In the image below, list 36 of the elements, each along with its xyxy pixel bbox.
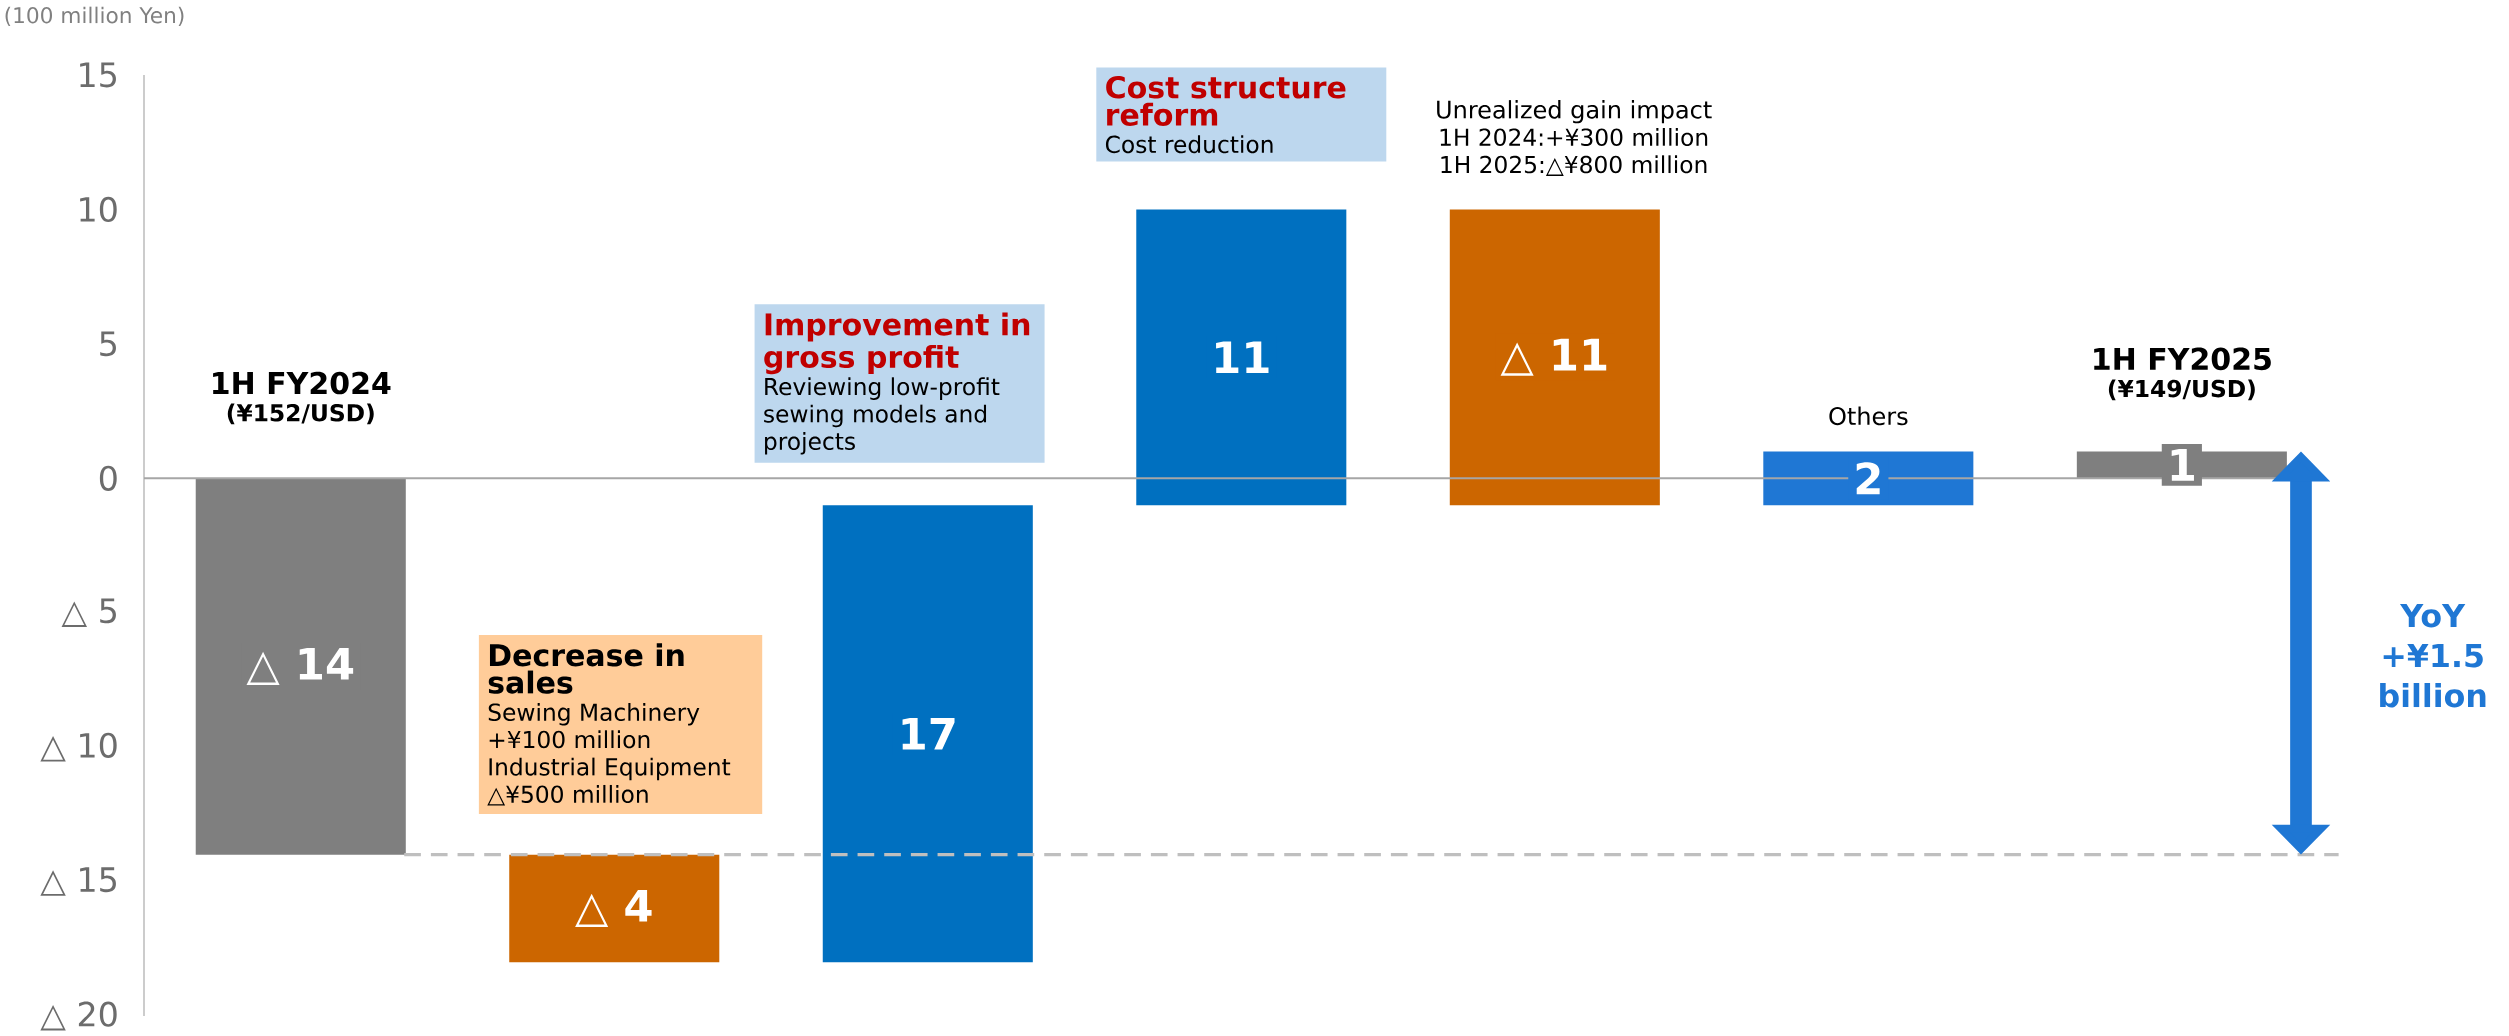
y-axis-title: (100 million Yen) [5, 6, 184, 26]
annotation: Sewing Machinery +¥100 million [488, 702, 700, 749]
y-tick-label: △ 10 [40, 732, 117, 762]
data-label: 17 [902, 717, 955, 750]
bar [822, 505, 1033, 963]
x-tick-label: 1H FY2024 [213, 371, 391, 395]
x-tick-label: Improvement in gross profit [764, 312, 1030, 375]
x-tick-label: Unrealized gain impact [1437, 100, 1712, 124]
x-tick-label: 1H FY2025 [2094, 347, 2271, 371]
y-tick-label: 15 [80, 62, 116, 88]
y-tick-label: 5 [100, 331, 116, 357]
bar [1136, 209, 1347, 506]
data-label: △ 14 [246, 648, 354, 685]
x-tick-label: Others [1829, 406, 1908, 426]
y-tick-label: △ 15 [40, 867, 116, 896]
bar [195, 478, 406, 855]
y-tick-label: 10 [80, 196, 117, 223]
x-tick-label: Decrease in sales [488, 643, 684, 694]
y-tick-label: 0 [99, 465, 117, 491]
data-label: 1 [2171, 449, 2194, 481]
annotation: 1H 2025:△¥800 million [1441, 155, 1707, 176]
text: YoY +¥1.5 billion [2380, 603, 2486, 708]
annotation: Industrial Equipment △¥500 million [487, 757, 731, 806]
annotation: (¥152/USD) [227, 403, 374, 425]
y-tick-label: △ 5 [61, 598, 116, 627]
bar [1449, 209, 1660, 506]
x-tick-label: Cost structure reform [1106, 75, 1346, 126]
data-label: 11 [1216, 341, 1269, 374]
data-label: △ 11 [1500, 338, 1607, 376]
annotation: (¥149/USD) [2108, 379, 2255, 401]
annotation: 1H 2024:+¥300 million [1440, 127, 1708, 147]
y-tick-label: △ 20 [40, 1001, 117, 1031]
annotation: Reviewing low-profit sewing models and projects [764, 377, 1000, 455]
data-label: △ 4 [575, 890, 652, 927]
data-label: 2 [1856, 462, 1880, 495]
annotation: Cost reduction [1105, 135, 1273, 154]
